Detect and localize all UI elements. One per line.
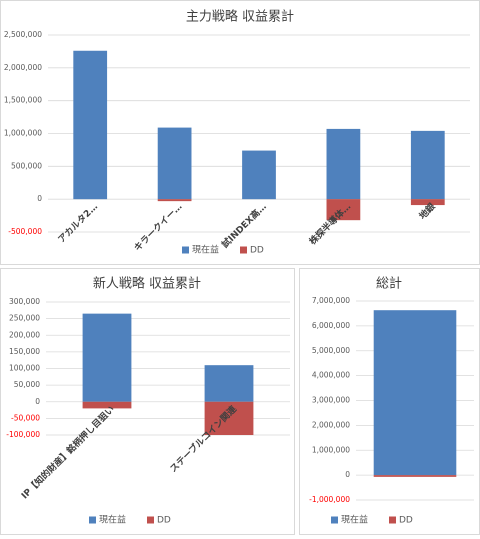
y-tick-label: 6,000,000 <box>312 321 350 330</box>
bar <box>410 130 445 200</box>
y-tick-label: 2,500,000 <box>4 30 42 39</box>
y-tick-label: 2,000,000 <box>312 420 350 429</box>
bar <box>204 365 254 402</box>
legend-swatch <box>147 516 154 524</box>
legend-label: 現在益 <box>99 514 126 526</box>
y-tick-label: 200,000 <box>9 330 40 339</box>
legend-label: 現在益 <box>341 514 368 526</box>
y-tick-label: 50,000 <box>14 380 40 389</box>
y-tick-label: 0 <box>345 470 350 479</box>
bar <box>204 401 254 435</box>
bar <box>157 199 192 202</box>
bar <box>373 475 457 477</box>
legend-label: 現在益 <box>192 244 219 256</box>
bar <box>82 401 132 409</box>
chart-title: 総計 <box>376 276 402 292</box>
bar <box>373 310 457 476</box>
y-tick-label: 150,000 <box>9 347 40 356</box>
y-tick-label: -50,000 <box>11 413 40 422</box>
y-tick-label: 300,000 <box>9 297 40 306</box>
y-tick-label: 7,000,000 <box>312 296 350 305</box>
y-tick-label: -100,000 <box>6 430 40 439</box>
y-tick-label: 250,000 <box>9 314 40 323</box>
y-tick-label: -1,000,000 <box>309 495 350 504</box>
legend-label: DD <box>399 516 413 526</box>
legend-label: DD <box>250 246 264 256</box>
bar <box>410 199 445 206</box>
y-tick-label: 0 <box>37 194 42 203</box>
y-tick-label: 500,000 <box>11 161 42 170</box>
y-tick-label: 1,000,000 <box>312 445 350 454</box>
bar <box>326 128 361 200</box>
y-tick-label: 0 <box>35 397 40 406</box>
bar <box>73 50 108 200</box>
legend-swatch <box>389 516 396 524</box>
bar <box>326 199 361 221</box>
y-tick-label: 3,000,000 <box>312 396 350 405</box>
y-tick-label: 4,000,000 <box>312 371 350 380</box>
legend-label: DD <box>157 516 171 526</box>
y-tick-label: 1,500,000 <box>4 96 42 105</box>
y-tick-label: -500,000 <box>8 227 42 236</box>
y-tick-label: 100,000 <box>9 364 40 373</box>
legend-swatch <box>182 246 189 254</box>
chart-title: 新人戦略 収益累計 <box>93 276 201 292</box>
bar <box>242 150 276 200</box>
bar <box>157 127 192 200</box>
legend-swatch <box>89 516 96 524</box>
legend-swatch <box>240 246 247 254</box>
chart-title: 主力戦略 収益累計 <box>186 9 294 25</box>
y-tick-label: 5,000,000 <box>312 346 350 355</box>
y-tick-label: 2,000,000 <box>4 63 42 72</box>
bar <box>82 313 132 402</box>
legend-swatch <box>331 516 338 524</box>
y-tick-label: 1,000,000 <box>4 129 42 138</box>
